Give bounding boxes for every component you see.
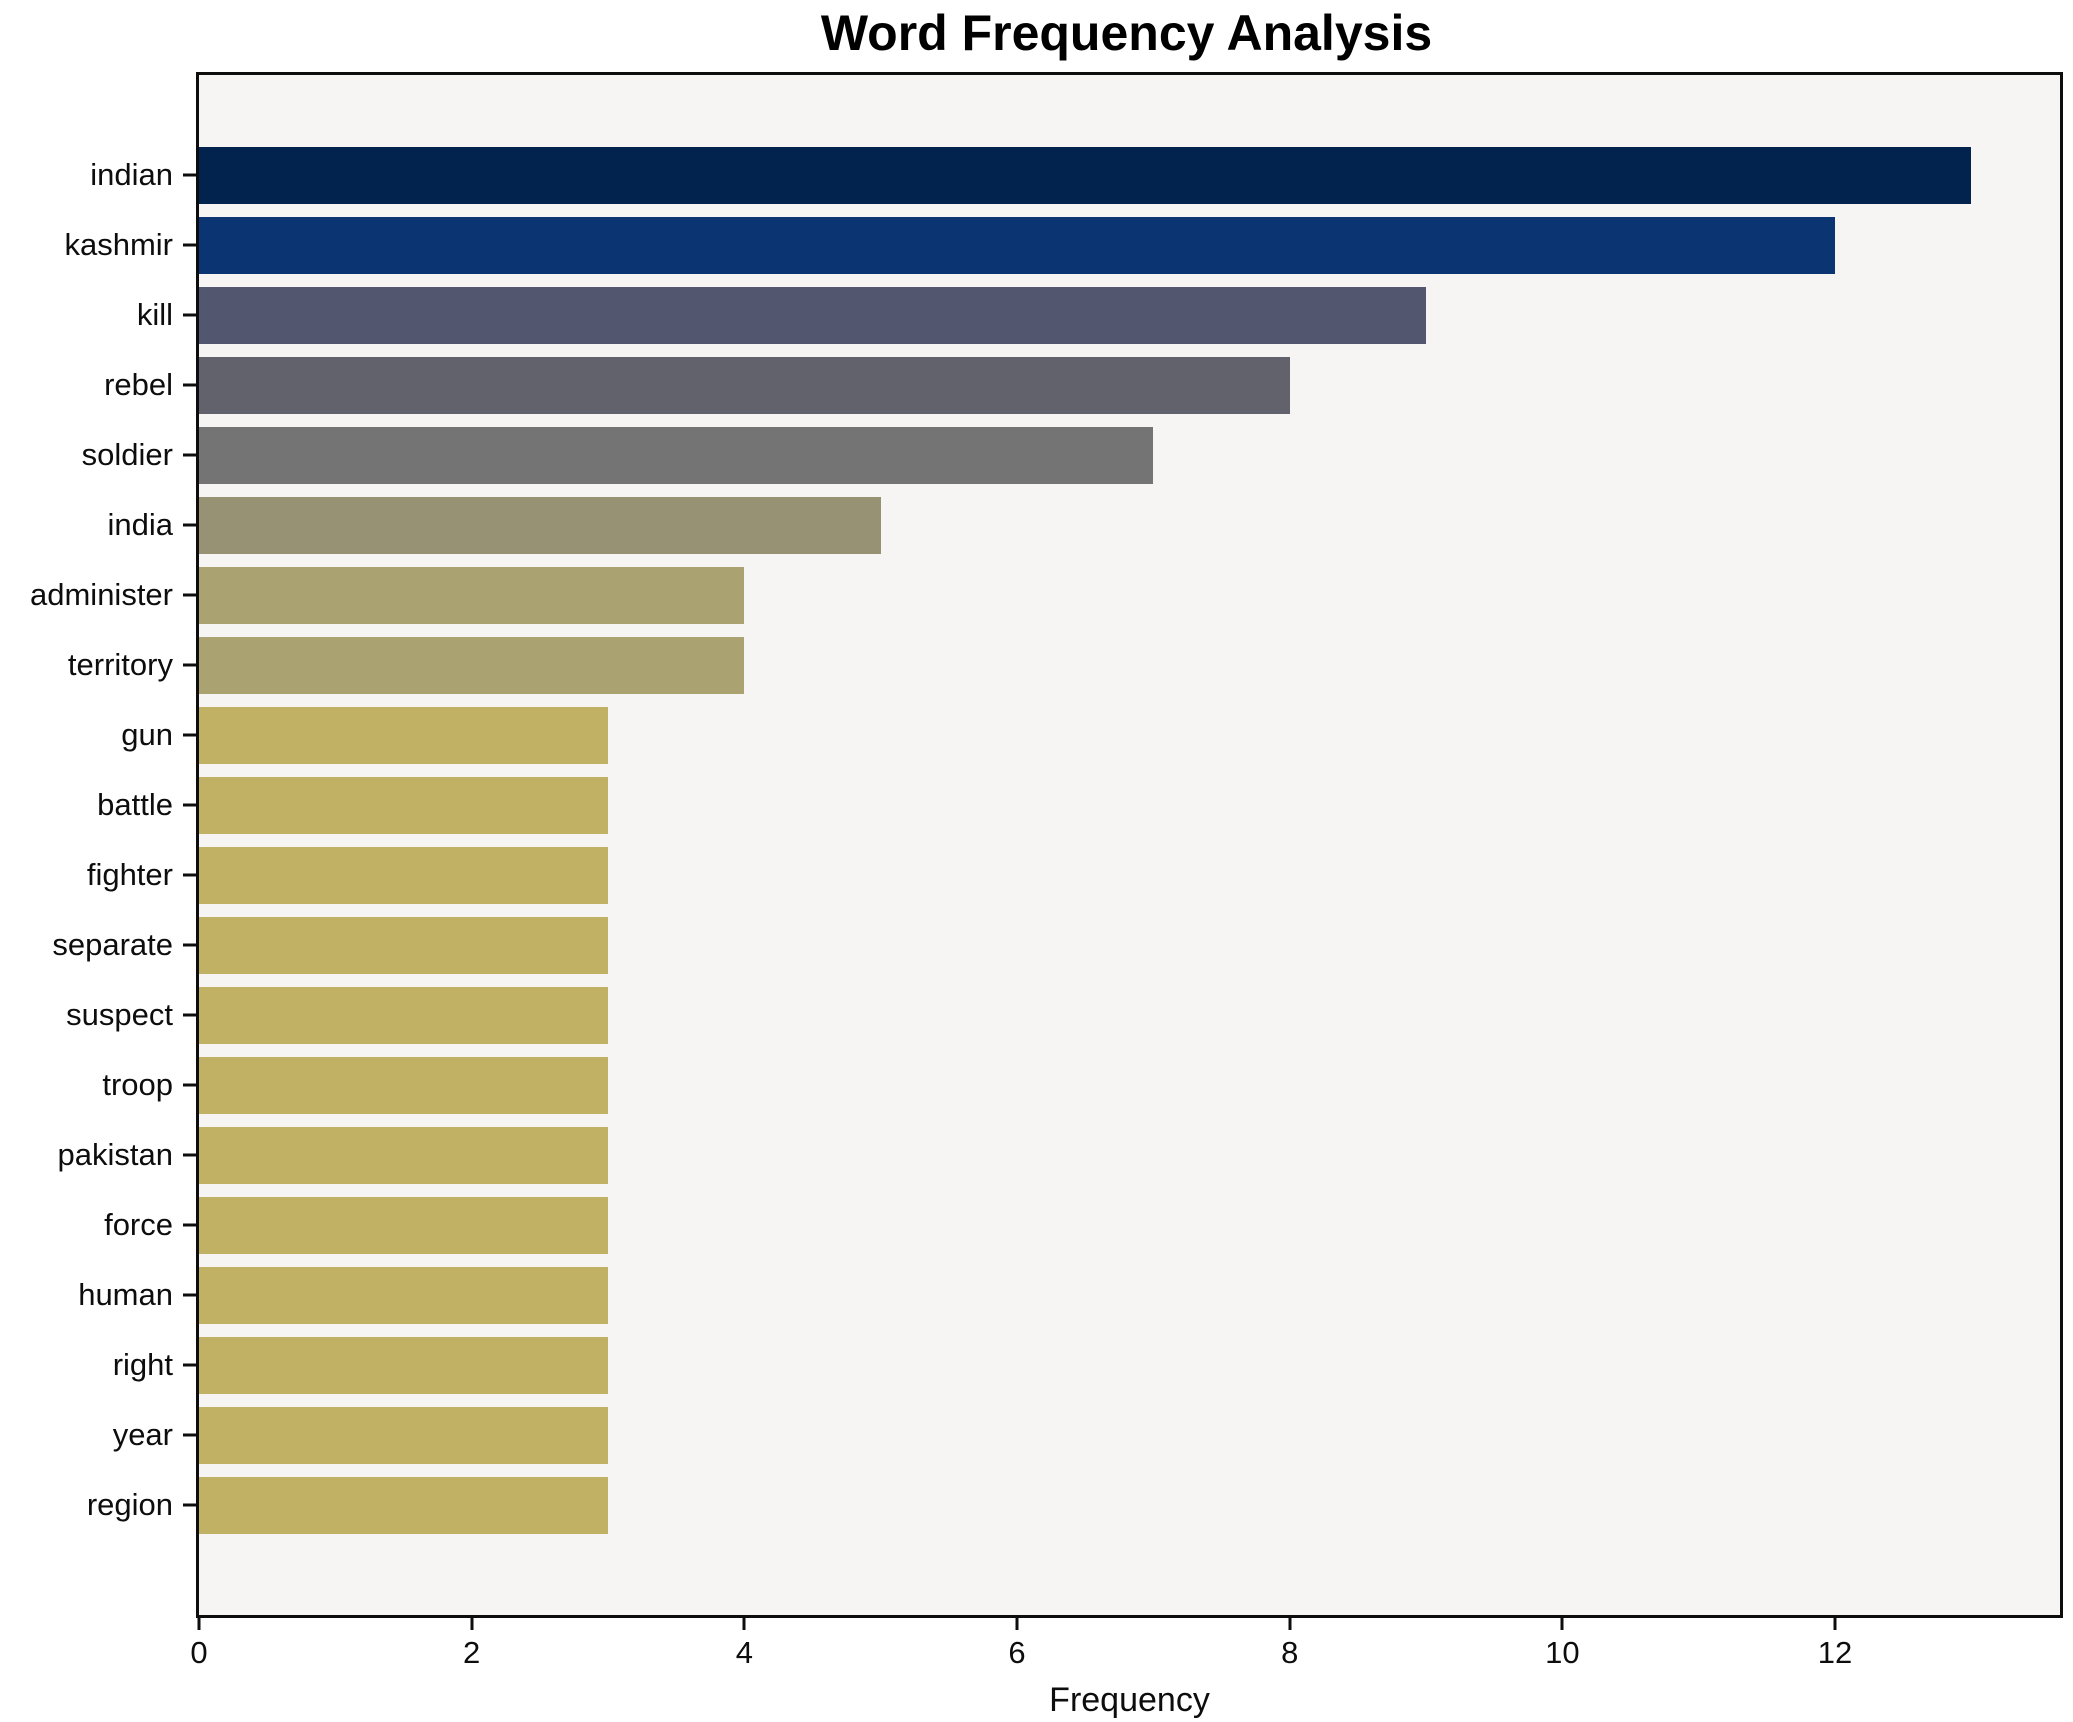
y-tick-label: right	[112, 1347, 173, 1382]
bar-row: force	[104, 1190, 2060, 1260]
bar	[199, 426, 1154, 484]
bar-row: gun	[121, 700, 2060, 770]
y-tick-mark	[183, 243, 196, 247]
y-tick-label: human	[78, 1277, 173, 1312]
bar	[199, 566, 745, 624]
y-tick-mark	[183, 803, 196, 807]
y-tick-mark	[183, 1223, 196, 1227]
y-tick-mark	[183, 1083, 196, 1087]
bar	[199, 496, 881, 554]
x-tick-label: 12	[1817, 1635, 1853, 1670]
y-tick-mark	[183, 523, 196, 527]
y-tick-label: administer	[30, 577, 173, 612]
y-tick-mark	[183, 733, 196, 737]
y-tick-mark	[183, 873, 196, 877]
plot-area: indian kashmir kill rebel soldier india admini…	[30, 72, 2063, 1719]
bar	[199, 1126, 608, 1184]
bar	[199, 216, 1836, 274]
bar	[199, 846, 608, 904]
chart-title: Word Frequency Analysis	[820, 5, 1433, 61]
y-tick-mark	[183, 1503, 196, 1507]
bar-row: soldier	[82, 420, 2060, 490]
bar-row: right	[113, 1330, 2060, 1400]
bar	[199, 916, 608, 974]
y-tick-mark	[183, 383, 196, 387]
y-tick-mark	[183, 593, 196, 597]
y-tick-label: pakistan	[57, 1137, 173, 1172]
y-tick-mark	[183, 1363, 196, 1367]
bar	[199, 1266, 608, 1324]
bar	[199, 1196, 608, 1254]
y-tick-label: gun	[121, 717, 173, 752]
bar	[199, 1336, 608, 1394]
bar-row: administer	[30, 560, 2060, 630]
bar	[199, 986, 608, 1044]
bar	[199, 146, 1972, 204]
bar-row: battle	[97, 770, 2060, 840]
x-tick-mark	[1288, 1618, 1292, 1630]
y-tick-mark	[183, 313, 196, 317]
y-tick-label: indian	[90, 157, 173, 192]
y-tick-mark	[183, 663, 196, 667]
bar-row: region	[87, 1470, 2060, 1540]
y-tick-label: force	[104, 1207, 173, 1242]
bar-row: kill	[137, 280, 2060, 350]
y-tick-label: separate	[52, 927, 173, 962]
y-tick-mark	[183, 1293, 196, 1297]
y-tick-mark	[183, 1153, 196, 1157]
y-tick-mark	[183, 1013, 196, 1017]
x-tick-mark	[742, 1618, 746, 1630]
y-tick-label: kashmir	[64, 227, 173, 262]
y-tick-mark	[183, 1433, 196, 1437]
bar-row: fighter	[87, 840, 2060, 910]
x-tick-label: 2	[463, 1635, 481, 1670]
bar	[199, 286, 1427, 344]
bar-row: year	[113, 1400, 2060, 1470]
y-tick-label: region	[86, 1487, 173, 1522]
y-tick-label: territory	[67, 647, 173, 682]
y-tick-label: fighter	[86, 857, 173, 892]
bar	[199, 1476, 608, 1534]
y-tick-label: battle	[97, 787, 173, 822]
bar	[199, 706, 608, 764]
bar-row: suspect	[66, 980, 2060, 1050]
x-tick-label: 10	[1545, 1635, 1580, 1670]
x-tick-mark	[1560, 1618, 1564, 1630]
y-tick-mark	[183, 453, 196, 457]
y-tick-mark	[183, 173, 196, 177]
bar-row: human	[78, 1260, 2060, 1330]
bar	[199, 356, 1290, 414]
x-tick-label: 4	[735, 1635, 753, 1670]
y-tick-label: troop	[102, 1067, 173, 1102]
y-tick-label: year	[112, 1417, 173, 1452]
bars-container: indian kashmir kill rebel soldier india admini…	[30, 75, 2060, 1615]
bar-row: territory	[68, 630, 2060, 700]
y-tick-mark	[183, 943, 196, 947]
x-tick-label: 6	[1008, 1635, 1026, 1670]
x-tick-mark	[1015, 1618, 1019, 1630]
y-tick-label: suspect	[66, 997, 173, 1032]
bar-row: troop	[102, 1050, 2060, 1120]
bar	[199, 1056, 608, 1114]
bar	[199, 1406, 608, 1464]
y-tick-label: kill	[136, 297, 173, 332]
x-tick-mark	[1833, 1618, 1837, 1630]
x-tick-mark	[470, 1618, 474, 1630]
bar-row: indian	[90, 140, 2060, 210]
bar-row: separate	[52, 910, 2060, 980]
bar	[199, 776, 608, 834]
x-tick-label: 8	[1281, 1635, 1299, 1670]
x-axis-title: Frequency	[1049, 1681, 1210, 1719]
x-tick-mark	[197, 1618, 201, 1630]
y-tick-label: india	[107, 507, 174, 542]
bar-row: rebel	[104, 350, 2060, 420]
bar-row: india	[108, 490, 2060, 560]
y-tick-label: soldier	[81, 437, 173, 472]
bar-row: pakistan	[58, 1120, 2060, 1190]
bar-row: kashmir	[64, 210, 2060, 280]
y-tick-label: rebel	[104, 367, 173, 402]
x-tick-label: 0	[190, 1635, 208, 1670]
bar	[199, 636, 745, 694]
